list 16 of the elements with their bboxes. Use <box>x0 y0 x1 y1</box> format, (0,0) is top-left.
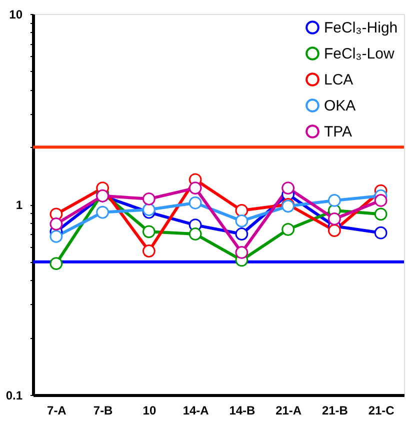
x-tick-label: 7-A <box>47 404 67 418</box>
legend-label: FeCl₃-High <box>324 20 398 36</box>
legend-label: FeCl₃-Low <box>324 46 394 62</box>
y-tick-label: 0.1 <box>6 388 23 402</box>
legend-label: TPA <box>324 124 352 140</box>
x-tick-label: 21-C <box>368 404 395 418</box>
y-tick-label: 1 <box>16 198 23 212</box>
x-tick-label: 21-B <box>322 404 348 418</box>
x-tick-label: 10 <box>142 404 156 418</box>
x-tick-label: 7-B <box>93 404 114 418</box>
x-tick-label: 14-A <box>182 404 210 418</box>
y-tick-label: 10 <box>9 8 23 22</box>
legend-label: LCA <box>324 72 354 88</box>
x-tick-label: 21-A <box>276 404 302 418</box>
legend-label: OKA <box>324 98 356 114</box>
x-tick-label: 14-B <box>229 404 256 418</box>
